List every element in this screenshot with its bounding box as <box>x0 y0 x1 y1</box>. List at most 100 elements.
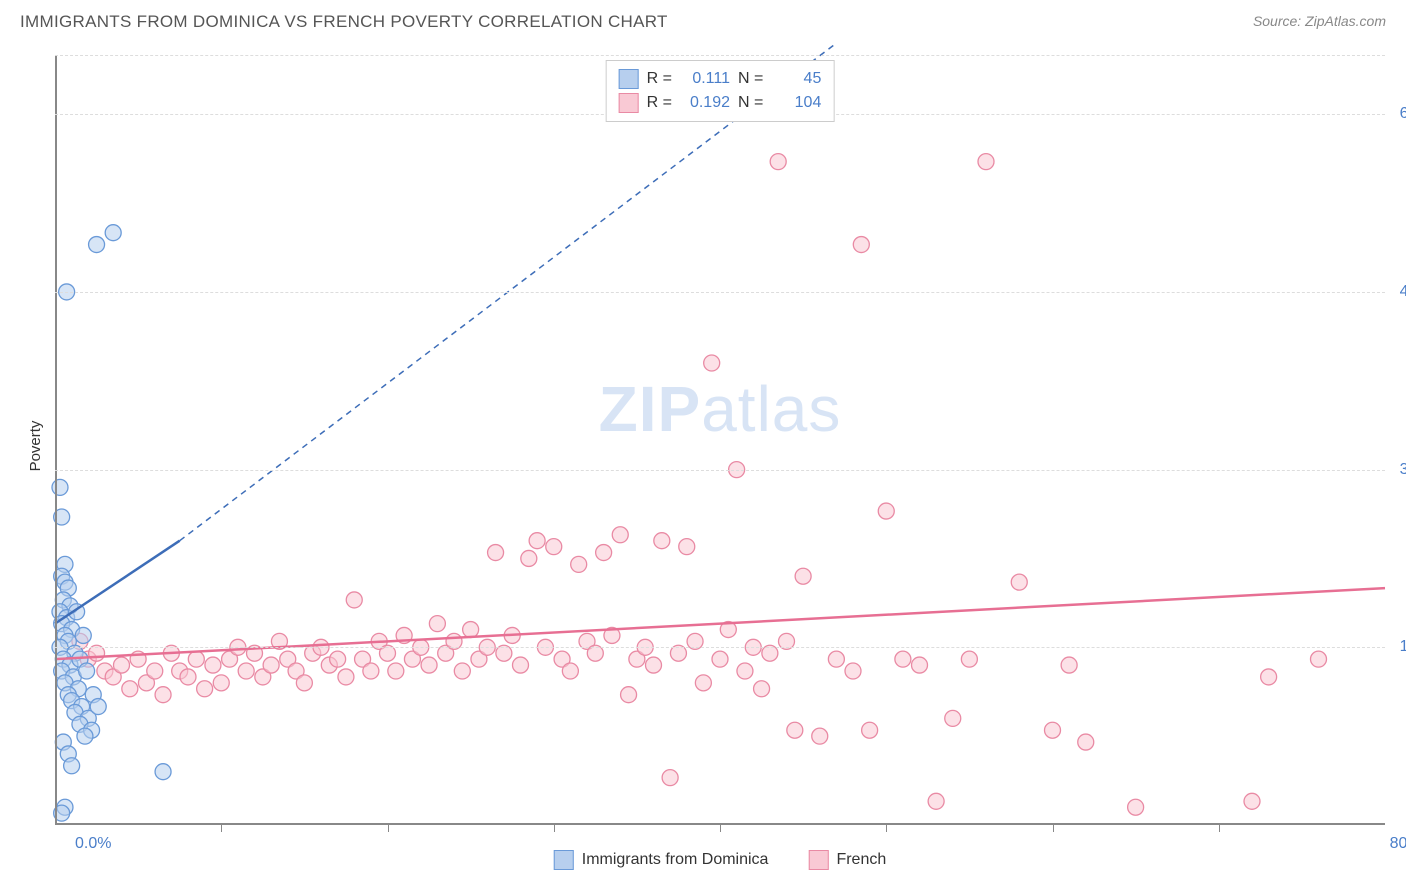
marker-french <box>679 539 695 555</box>
marker-french <box>895 651 911 667</box>
marker-french <box>1128 799 1144 815</box>
x-tick-mark <box>720 825 721 832</box>
marker-french <box>238 663 254 679</box>
x-tick-mark <box>554 825 555 832</box>
series-legend: Immigrants from Dominica French <box>554 850 887 870</box>
marker-french <box>296 675 312 691</box>
marker-french <box>180 669 196 685</box>
legend-item-a: Immigrants from Dominica <box>554 850 769 870</box>
marker-french <box>513 657 529 673</box>
y-tick-label: 30.0% <box>1400 461 1406 479</box>
marker-dominica <box>105 225 121 241</box>
marker-french <box>621 687 637 703</box>
gridline <box>55 292 1385 293</box>
marker-french <box>754 681 770 697</box>
marker-dominica <box>90 699 106 715</box>
source-attribution: Source: ZipAtlas.com <box>1253 13 1386 31</box>
marker-french <box>978 154 994 170</box>
marker-french <box>1061 657 1077 673</box>
correlation-legend: R = 0.111 N = 45 R = 0.192 N = 104 <box>606 60 835 122</box>
x-tick-mark <box>1053 825 1054 832</box>
swatch-series-b <box>619 93 639 113</box>
marker-french <box>646 657 662 673</box>
chart-title: IMMIGRANTS FROM DOMINICA VS FRENCH POVER… <box>20 12 668 32</box>
gridline <box>55 55 1385 56</box>
y-tick-label: 15.0% <box>1400 638 1406 656</box>
marker-french <box>612 527 628 543</box>
marker-french <box>961 651 977 667</box>
marker-french <box>1011 574 1027 590</box>
marker-french <box>853 237 869 253</box>
marker-french <box>737 663 753 679</box>
marker-french <box>421 657 437 673</box>
x-tick-label-80: 80.0% <box>1390 835 1406 853</box>
r-label: R = <box>647 70 672 88</box>
marker-french <box>188 651 204 667</box>
y-tick-label: 60.0% <box>1400 105 1406 123</box>
x-tick-mark <box>388 825 389 832</box>
n-value-a: 45 <box>771 70 821 88</box>
marker-french <box>662 770 678 786</box>
marker-french <box>912 657 928 673</box>
y-axis-label: Poverty <box>27 421 44 472</box>
marker-french <box>488 545 504 561</box>
marker-french <box>338 669 354 685</box>
legend-label-a: Immigrants from Dominica <box>582 851 769 869</box>
x-tick-mark <box>221 825 222 832</box>
marker-french <box>695 675 711 691</box>
marker-french <box>812 728 828 744</box>
marker-french <box>1261 669 1277 685</box>
marker-french <box>346 592 362 608</box>
marker-french <box>845 663 861 679</box>
marker-french <box>388 663 404 679</box>
marker-french <box>862 722 878 738</box>
marker-french <box>596 545 612 561</box>
marker-french <box>122 681 138 697</box>
legend-row-series-a: R = 0.111 N = 45 <box>619 67 822 91</box>
marker-french <box>928 793 944 809</box>
marker-french <box>546 539 562 555</box>
marker-dominica <box>64 758 80 774</box>
chart-plot-area: ZIPatlas 15.0%30.0%45.0%60.0% 0.0% 80.0%… <box>55 55 1385 825</box>
x-tick-label-0: 0.0% <box>75 835 111 853</box>
marker-french <box>654 533 670 549</box>
marker-french <box>213 675 229 691</box>
legend-row-series-b: R = 0.192 N = 104 <box>619 91 822 115</box>
legend-item-b: French <box>808 850 886 870</box>
n-label: N = <box>738 70 763 88</box>
gridline <box>55 647 1385 648</box>
y-tick-label: 45.0% <box>1400 283 1406 301</box>
source-prefix: Source: <box>1253 13 1305 29</box>
marker-french <box>1045 722 1061 738</box>
marker-french <box>1311 651 1327 667</box>
marker-dominica <box>77 728 93 744</box>
marker-french <box>429 616 445 632</box>
x-tick-mark <box>1219 825 1220 832</box>
marker-french <box>571 556 587 572</box>
r-label: R = <box>647 94 672 112</box>
marker-french <box>205 657 221 673</box>
marker-french <box>463 622 479 638</box>
marker-french <box>878 503 894 519</box>
marker-french <box>795 568 811 584</box>
marker-french <box>770 154 786 170</box>
marker-french <box>330 651 346 667</box>
swatch-series-a <box>619 69 639 89</box>
marker-french <box>155 687 171 703</box>
marker-dominica <box>89 237 105 253</box>
marker-french <box>1078 734 1094 750</box>
y-axis-line <box>55 55 57 825</box>
marker-french <box>712 651 728 667</box>
regression-line <box>55 588 1385 659</box>
marker-french <box>828 651 844 667</box>
marker-french <box>147 663 163 679</box>
marker-french <box>263 657 279 673</box>
scatter-plot-svg <box>55 55 1385 825</box>
marker-french <box>363 663 379 679</box>
marker-french <box>197 681 213 697</box>
x-tick-mark <box>886 825 887 832</box>
marker-french <box>945 710 961 726</box>
swatch-series-a <box>554 850 574 870</box>
swatch-series-b <box>808 850 828 870</box>
n-label: N = <box>738 94 763 112</box>
